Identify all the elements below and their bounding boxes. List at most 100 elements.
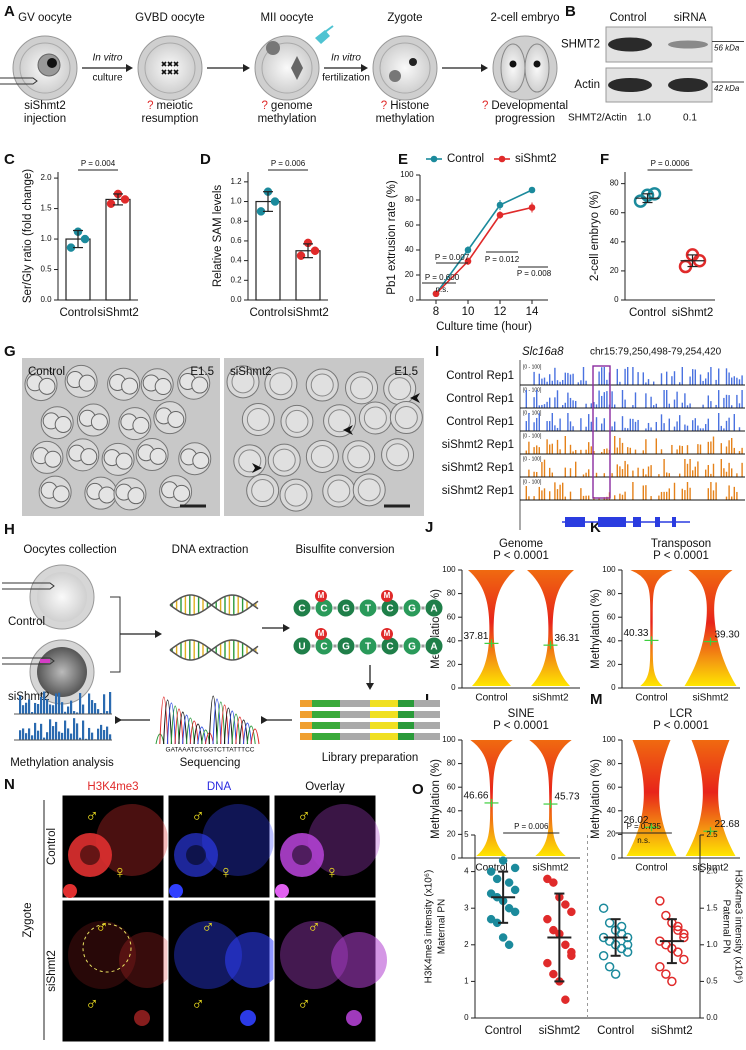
blastomere — [54, 416, 72, 434]
methylation-bar — [52, 726, 55, 740]
library-fragment — [300, 700, 312, 707]
data-point — [604, 918, 615, 928]
tick-label: 20 — [405, 270, 414, 279]
coverage-bar — [668, 418, 670, 431]
stage-title: MII oocyte — [260, 12, 313, 24]
methylation-bar — [46, 732, 49, 740]
tick-label: 3 — [464, 903, 469, 912]
library-fragment — [370, 700, 398, 707]
coverage-bar — [551, 413, 553, 431]
base-bead — [292, 636, 312, 656]
data-point — [496, 201, 504, 209]
caption-text: resumption — [142, 113, 199, 125]
data-point — [296, 251, 306, 260]
library-fragment — [370, 711, 398, 718]
coverage-bar — [554, 482, 556, 500]
coverage-bar — [650, 496, 652, 500]
stage-title: 2-cell embryo — [490, 12, 559, 24]
coverage-bar — [632, 418, 634, 431]
data-point — [661, 910, 671, 921]
blastomere — [524, 43, 550, 93]
coverage-bar — [705, 469, 707, 477]
methylation-bar — [79, 737, 82, 740]
ratio-value: 0.1 — [683, 113, 697, 124]
methylation-bar — [82, 704, 85, 714]
coverage-bar — [569, 491, 572, 500]
coverage-bar — [681, 445, 683, 454]
coverage-bar — [736, 394, 738, 408]
tick-label: 80 — [405, 195, 414, 204]
coverage-bar — [715, 404, 717, 408]
dna-strand — [169, 594, 259, 616]
coverage-bar — [593, 402, 595, 408]
arrow-head — [366, 683, 374, 690]
coverage-bar — [673, 371, 676, 385]
panel-label: F — [600, 151, 609, 168]
oocyte — [261, 42, 313, 94]
panel-label: D — [200, 151, 211, 168]
methylation-bar — [97, 728, 100, 740]
tick-label: 40 — [610, 237, 619, 246]
coverage-bar — [666, 472, 668, 477]
coverage-bar — [723, 428, 725, 431]
coverage-bar — [663, 459, 665, 477]
methylation-bar — [31, 735, 34, 740]
data-point — [543, 958, 552, 968]
coverage-bar — [525, 421, 527, 431]
panel-label: I — [435, 343, 439, 360]
coverage-bar — [546, 439, 548, 454]
tick-label: 40 — [607, 636, 616, 645]
step-label: In vitro — [92, 53, 122, 64]
methylation-bar — [55, 721, 58, 740]
coverage-bar — [686, 425, 689, 431]
blastomere — [115, 452, 133, 470]
methyl-label: M — [384, 629, 391, 638]
chromatogram-peak — [239, 719, 249, 745]
series-line — [435, 206, 533, 295]
caption-text: methylation — [258, 113, 317, 125]
coverage-bar — [637, 467, 639, 477]
tick-label: 80 — [610, 179, 619, 188]
coverage-bar — [543, 404, 546, 408]
violin — [529, 740, 572, 856]
methylation-bar — [103, 694, 106, 714]
sex-symbol: ♀ — [325, 862, 339, 882]
pronucleus — [389, 70, 401, 82]
cytoplasm — [388, 377, 412, 401]
tick-label: 40 — [447, 806, 456, 815]
coverage-bar — [603, 448, 605, 454]
library-fragment — [370, 722, 398, 729]
x-tick-label: siShmt2 — [672, 307, 714, 319]
coverage-bar — [702, 404, 704, 408]
coverage-bar — [663, 390, 665, 408]
coverage-bar — [575, 449, 577, 454]
data-point — [667, 976, 677, 987]
coverage-bar — [707, 372, 709, 385]
coverage-bar — [697, 444, 699, 454]
coverage-bar — [723, 397, 725, 408]
cytoplasm — [231, 370, 255, 394]
coverage-bar — [689, 376, 691, 385]
coverage-bar — [692, 369, 694, 385]
chromatogram-peak — [197, 726, 207, 745]
oocyte — [37, 572, 87, 622]
chromatogram-peak — [174, 708, 184, 745]
coverage-bar — [525, 450, 527, 454]
y-axis-label: Methylation (%) — [590, 589, 602, 669]
tick-label: 20 — [607, 830, 616, 839]
methylation-bar — [109, 734, 112, 740]
band — [668, 40, 708, 49]
coverage-bar — [645, 439, 647, 454]
x-tick-label: Control — [635, 693, 667, 704]
coverage-bar — [598, 371, 600, 385]
coverage-bar — [723, 468, 725, 477]
arrow-head — [283, 624, 290, 632]
tick-label: 0 — [611, 853, 616, 862]
step-label: culture — [92, 73, 122, 84]
coverage-bar — [645, 393, 647, 408]
base-letter: G — [342, 604, 350, 615]
library-fragment — [340, 733, 370, 740]
coverage-bar — [655, 438, 657, 454]
chromatogram-peak — [170, 705, 180, 745]
coverage-bar — [590, 403, 592, 408]
